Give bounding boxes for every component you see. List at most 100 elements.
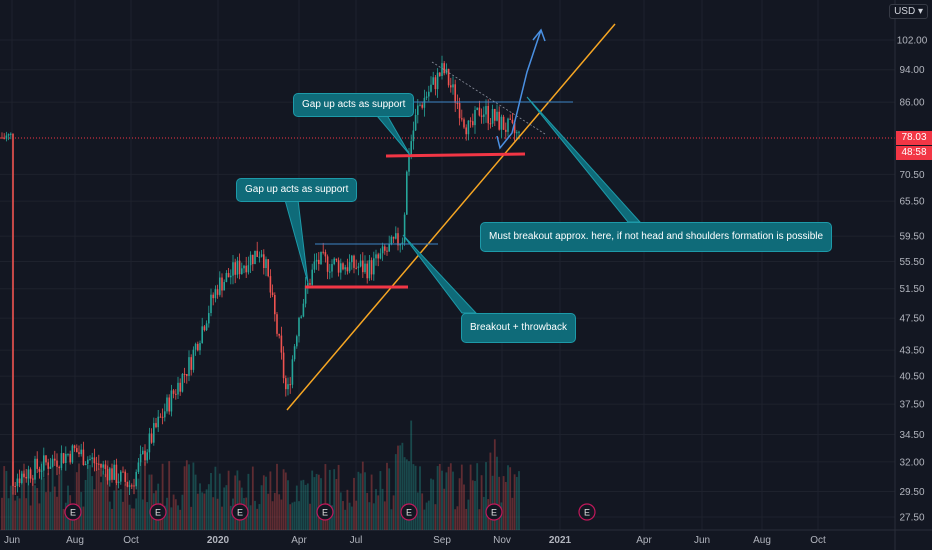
candle-body — [300, 316, 302, 318]
volume-bar — [12, 461, 14, 530]
volume-bar — [397, 445, 399, 530]
x-tick-label: Apr — [636, 535, 652, 546]
candle-body — [49, 466, 52, 469]
callout-breakout-warning[interactable]: Must breakout approx. here, if not head … — [480, 222, 833, 252]
candle-body — [329, 271, 331, 273]
volume-bar — [126, 472, 129, 530]
candle-body — [395, 233, 397, 239]
candle-body — [280, 335, 283, 353]
candle-body — [487, 106, 489, 124]
candle-body — [12, 133, 14, 486]
volume-bar — [509, 467, 512, 530]
candle-body — [210, 294, 212, 314]
callout-gap-support-lower[interactable]: Gap up acts as support — [236, 178, 358, 202]
earnings-marker — [64, 503, 82, 521]
candle-body — [388, 244, 390, 252]
candle-body — [364, 263, 366, 273]
candle-body — [190, 357, 192, 370]
candle-body — [392, 236, 395, 239]
earnings-marker-label: E — [70, 508, 76, 518]
volume-bar — [449, 463, 452, 530]
volume-bar — [251, 466, 254, 530]
x-tick-label: Aug — [66, 535, 84, 546]
candle-body — [234, 262, 236, 275]
y-tick-label: 86.00 — [899, 98, 924, 109]
candle-body — [14, 485, 16, 487]
candle-body — [157, 416, 159, 428]
candle-body — [340, 263, 342, 273]
earnings-marker — [485, 503, 503, 521]
callout-gap-support-upper[interactable]: Gap up acts as support — [293, 93, 415, 117]
volume-bar — [458, 478, 461, 530]
volume-bar — [188, 464, 190, 530]
volume-bar — [421, 493, 424, 530]
volume-bar — [146, 502, 149, 530]
candle-body — [126, 481, 129, 487]
volume-bar — [298, 501, 300, 530]
callout-breakout-throwback[interactable]: Breakout + throwback — [461, 313, 576, 343]
candle-body — [87, 459, 89, 464]
volume-bar — [227, 470, 230, 530]
candle-body — [269, 276, 272, 293]
y-tick-label: 43.50 — [899, 346, 924, 357]
volume-bar — [179, 509, 182, 530]
candle-body — [221, 277, 223, 291]
volume-bar — [236, 470, 239, 530]
candle-body — [36, 458, 38, 469]
volume-bar — [150, 474, 153, 530]
candle-body — [368, 260, 371, 279]
volume-bar — [267, 493, 270, 530]
volume-bar — [135, 498, 138, 530]
currency-selector[interactable]: USD ▾ — [889, 4, 928, 19]
x-tick-label: Nov — [493, 535, 511, 546]
volume-bar — [452, 471, 454, 530]
candle-body — [139, 454, 142, 463]
candle-body — [311, 269, 313, 285]
candle-body — [214, 289, 217, 299]
volume-bar — [368, 502, 371, 530]
volume-bar — [25, 498, 28, 530]
candle-body — [485, 106, 487, 115]
volume-bar — [293, 501, 296, 530]
volume-bar — [20, 471, 23, 530]
candle-body — [23, 473, 25, 477]
candle-body — [150, 433, 153, 443]
candle-body — [71, 445, 74, 463]
volume-bar — [106, 460, 109, 530]
x-tick-label: Aug — [753, 535, 771, 546]
volume-bar — [174, 499, 177, 530]
earnings-marker-label: E — [322, 508, 328, 518]
candle-body — [232, 262, 234, 276]
earnings-marker-label: E — [155, 508, 161, 518]
candle-body — [62, 453, 65, 463]
volume-bar — [518, 471, 520, 530]
candle-body — [483, 114, 485, 117]
candle-body — [278, 333, 280, 336]
candle-body — [153, 423, 155, 443]
volume-bar — [170, 507, 173, 530]
volume-bar — [291, 502, 294, 530]
candle-body — [513, 122, 516, 134]
candle-body — [344, 267, 346, 270]
candle-body — [18, 478, 21, 484]
candle-body — [258, 256, 261, 258]
volume-bar — [491, 475, 494, 530]
candle-body — [450, 85, 452, 88]
candle-body — [509, 118, 511, 120]
candle-body — [384, 246, 386, 251]
candle-body — [236, 260, 239, 275]
candle-body — [498, 111, 500, 130]
candle-body — [170, 390, 173, 412]
y-tick-label: 51.50 — [899, 284, 924, 295]
candle-body — [366, 263, 368, 279]
volume-bar — [276, 463, 278, 530]
volume-bar — [122, 501, 124, 530]
volume-bar — [392, 495, 395, 530]
volume-bar — [401, 442, 404, 530]
earnings-marker — [400, 503, 418, 521]
volume-bar — [304, 484, 307, 530]
candle-body — [109, 468, 111, 481]
candle-body — [80, 449, 82, 455]
candle-body — [227, 273, 230, 278]
